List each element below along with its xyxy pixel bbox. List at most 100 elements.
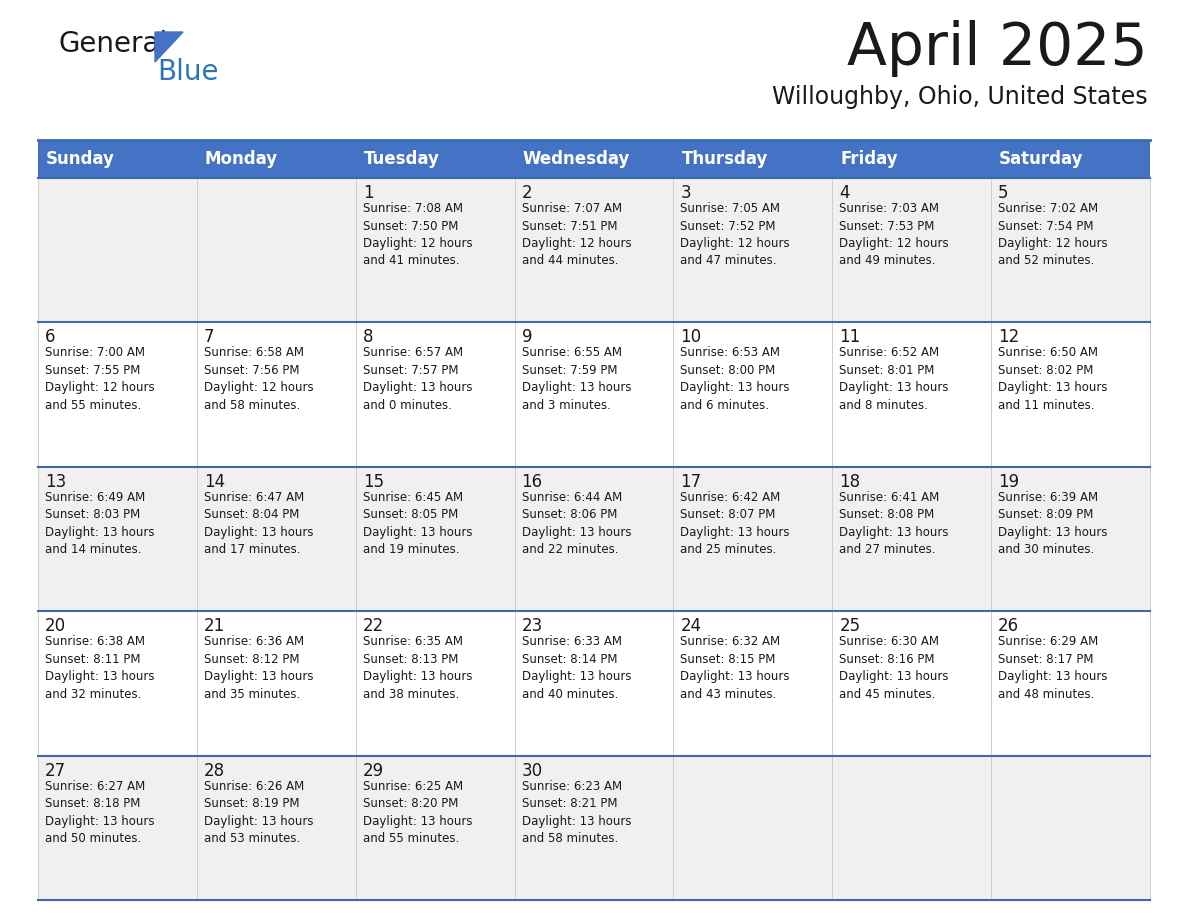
Text: Sunrise: 6:58 AM
Sunset: 7:56 PM
Daylight: 12 hours
and 58 minutes.: Sunrise: 6:58 AM Sunset: 7:56 PM Dayligh… (204, 346, 314, 412)
Text: 18: 18 (839, 473, 860, 491)
Text: Sunrise: 6:32 AM
Sunset: 8:15 PM
Daylight: 13 hours
and 43 minutes.: Sunrise: 6:32 AM Sunset: 8:15 PM Dayligh… (681, 635, 790, 700)
Text: Friday: Friday (840, 150, 898, 168)
Text: Willoughby, Ohio, United States: Willoughby, Ohio, United States (772, 85, 1148, 109)
Bar (833, 466, 991, 611)
Text: 22: 22 (362, 617, 384, 635)
Text: Sunrise: 6:23 AM
Sunset: 8:21 PM
Daylight: 13 hours
and 58 minutes.: Sunrise: 6:23 AM Sunset: 8:21 PM Dayligh… (522, 779, 631, 845)
Bar (355, 611, 514, 756)
Text: Sunrise: 6:44 AM
Sunset: 8:06 PM
Daylight: 13 hours
and 22 minutes.: Sunrise: 6:44 AM Sunset: 8:06 PM Dayligh… (522, 491, 631, 556)
Bar (991, 322, 1150, 466)
Text: Sunrise: 6:27 AM
Sunset: 8:18 PM
Daylight: 13 hours
and 50 minutes.: Sunrise: 6:27 AM Sunset: 8:18 PM Dayligh… (45, 779, 154, 845)
Text: Sunrise: 7:05 AM
Sunset: 7:52 PM
Daylight: 12 hours
and 47 minutes.: Sunrise: 7:05 AM Sunset: 7:52 PM Dayligh… (681, 202, 790, 267)
Polygon shape (154, 32, 183, 62)
Bar (514, 322, 674, 466)
Text: Sunrise: 6:35 AM
Sunset: 8:13 PM
Daylight: 13 hours
and 38 minutes.: Sunrise: 6:35 AM Sunset: 8:13 PM Dayligh… (362, 635, 472, 700)
Bar (38, 322, 197, 466)
Bar (833, 756, 991, 900)
Text: 10: 10 (681, 329, 702, 346)
Bar (674, 178, 833, 322)
Bar (355, 140, 514, 178)
Bar (355, 466, 514, 611)
Bar (514, 140, 674, 178)
Text: 19: 19 (998, 473, 1019, 491)
Text: 4: 4 (839, 184, 849, 202)
Bar (38, 466, 197, 611)
Text: Sunrise: 6:25 AM
Sunset: 8:20 PM
Daylight: 13 hours
and 55 minutes.: Sunrise: 6:25 AM Sunset: 8:20 PM Dayligh… (362, 779, 472, 845)
Text: Sunrise: 7:07 AM
Sunset: 7:51 PM
Daylight: 12 hours
and 44 minutes.: Sunrise: 7:07 AM Sunset: 7:51 PM Dayligh… (522, 202, 631, 267)
Bar (833, 611, 991, 756)
Text: 24: 24 (681, 617, 702, 635)
Text: 28: 28 (204, 762, 225, 779)
Text: 21: 21 (204, 617, 225, 635)
Text: Sunrise: 6:47 AM
Sunset: 8:04 PM
Daylight: 13 hours
and 17 minutes.: Sunrise: 6:47 AM Sunset: 8:04 PM Dayligh… (204, 491, 314, 556)
Text: Tuesday: Tuesday (364, 150, 440, 168)
Bar (514, 611, 674, 756)
Text: Sunrise: 6:45 AM
Sunset: 8:05 PM
Daylight: 13 hours
and 19 minutes.: Sunrise: 6:45 AM Sunset: 8:05 PM Dayligh… (362, 491, 472, 556)
Bar (991, 756, 1150, 900)
Text: Sunrise: 7:03 AM
Sunset: 7:53 PM
Daylight: 12 hours
and 49 minutes.: Sunrise: 7:03 AM Sunset: 7:53 PM Dayligh… (839, 202, 949, 267)
Text: 5: 5 (998, 184, 1009, 202)
Text: 3: 3 (681, 184, 691, 202)
Bar (833, 140, 991, 178)
Text: Sunrise: 6:42 AM
Sunset: 8:07 PM
Daylight: 13 hours
and 25 minutes.: Sunrise: 6:42 AM Sunset: 8:07 PM Dayligh… (681, 491, 790, 556)
Bar (514, 466, 674, 611)
Text: 26: 26 (998, 617, 1019, 635)
Text: Saturday: Saturday (999, 150, 1083, 168)
Text: 8: 8 (362, 329, 373, 346)
Text: 23: 23 (522, 617, 543, 635)
Text: Sunrise: 6:26 AM
Sunset: 8:19 PM
Daylight: 13 hours
and 53 minutes.: Sunrise: 6:26 AM Sunset: 8:19 PM Dayligh… (204, 779, 314, 845)
Text: Sunrise: 6:49 AM
Sunset: 8:03 PM
Daylight: 13 hours
and 14 minutes.: Sunrise: 6:49 AM Sunset: 8:03 PM Dayligh… (45, 491, 154, 556)
Text: Sunrise: 6:38 AM
Sunset: 8:11 PM
Daylight: 13 hours
and 32 minutes.: Sunrise: 6:38 AM Sunset: 8:11 PM Dayligh… (45, 635, 154, 700)
Bar (991, 611, 1150, 756)
Text: Sunrise: 6:36 AM
Sunset: 8:12 PM
Daylight: 13 hours
and 35 minutes.: Sunrise: 6:36 AM Sunset: 8:12 PM Dayligh… (204, 635, 314, 700)
Text: Sunrise: 6:57 AM
Sunset: 7:57 PM
Daylight: 13 hours
and 0 minutes.: Sunrise: 6:57 AM Sunset: 7:57 PM Dayligh… (362, 346, 472, 412)
Text: Sunrise: 6:53 AM
Sunset: 8:00 PM
Daylight: 13 hours
and 6 minutes.: Sunrise: 6:53 AM Sunset: 8:00 PM Dayligh… (681, 346, 790, 412)
Text: 12: 12 (998, 329, 1019, 346)
Bar (514, 178, 674, 322)
Text: April 2025: April 2025 (847, 20, 1148, 77)
Text: Sunrise: 6:41 AM
Sunset: 8:08 PM
Daylight: 13 hours
and 27 minutes.: Sunrise: 6:41 AM Sunset: 8:08 PM Dayligh… (839, 491, 949, 556)
Bar (38, 140, 197, 178)
Text: 9: 9 (522, 329, 532, 346)
Bar (197, 756, 355, 900)
Text: Thursday: Thursday (682, 150, 767, 168)
Text: 25: 25 (839, 617, 860, 635)
Text: Sunrise: 7:02 AM
Sunset: 7:54 PM
Daylight: 12 hours
and 52 minutes.: Sunrise: 7:02 AM Sunset: 7:54 PM Dayligh… (998, 202, 1107, 267)
Text: 14: 14 (204, 473, 225, 491)
Text: Blue: Blue (157, 58, 219, 86)
Text: 6: 6 (45, 329, 56, 346)
Bar (833, 178, 991, 322)
Bar (38, 178, 197, 322)
Bar (674, 140, 833, 178)
Text: Sunrise: 6:30 AM
Sunset: 8:16 PM
Daylight: 13 hours
and 45 minutes.: Sunrise: 6:30 AM Sunset: 8:16 PM Dayligh… (839, 635, 949, 700)
Bar (674, 756, 833, 900)
Text: Wednesday: Wednesday (523, 150, 630, 168)
Text: Sunrise: 6:29 AM
Sunset: 8:17 PM
Daylight: 13 hours
and 48 minutes.: Sunrise: 6:29 AM Sunset: 8:17 PM Dayligh… (998, 635, 1107, 700)
Bar (833, 322, 991, 466)
Bar (991, 178, 1150, 322)
Text: Sunrise: 6:39 AM
Sunset: 8:09 PM
Daylight: 13 hours
and 30 minutes.: Sunrise: 6:39 AM Sunset: 8:09 PM Dayligh… (998, 491, 1107, 556)
Bar (674, 466, 833, 611)
Bar (197, 178, 355, 322)
Text: Sunrise: 7:08 AM
Sunset: 7:50 PM
Daylight: 12 hours
and 41 minutes.: Sunrise: 7:08 AM Sunset: 7:50 PM Dayligh… (362, 202, 473, 267)
Text: Sunrise: 6:33 AM
Sunset: 8:14 PM
Daylight: 13 hours
and 40 minutes.: Sunrise: 6:33 AM Sunset: 8:14 PM Dayligh… (522, 635, 631, 700)
Text: 29: 29 (362, 762, 384, 779)
Text: General: General (58, 30, 168, 58)
Bar (991, 466, 1150, 611)
Bar (197, 466, 355, 611)
Text: Monday: Monday (204, 150, 278, 168)
Bar (674, 322, 833, 466)
Bar (514, 756, 674, 900)
Text: Sunrise: 6:52 AM
Sunset: 8:01 PM
Daylight: 13 hours
and 8 minutes.: Sunrise: 6:52 AM Sunset: 8:01 PM Dayligh… (839, 346, 949, 412)
Text: Sunrise: 6:50 AM
Sunset: 8:02 PM
Daylight: 13 hours
and 11 minutes.: Sunrise: 6:50 AM Sunset: 8:02 PM Dayligh… (998, 346, 1107, 412)
Text: 7: 7 (204, 329, 214, 346)
Bar (197, 140, 355, 178)
Text: 30: 30 (522, 762, 543, 779)
Text: Sunrise: 6:55 AM
Sunset: 7:59 PM
Daylight: 13 hours
and 3 minutes.: Sunrise: 6:55 AM Sunset: 7:59 PM Dayligh… (522, 346, 631, 412)
Bar (355, 756, 514, 900)
Bar (197, 611, 355, 756)
Bar (355, 178, 514, 322)
Text: 11: 11 (839, 329, 860, 346)
Text: 1: 1 (362, 184, 373, 202)
Text: 13: 13 (45, 473, 67, 491)
